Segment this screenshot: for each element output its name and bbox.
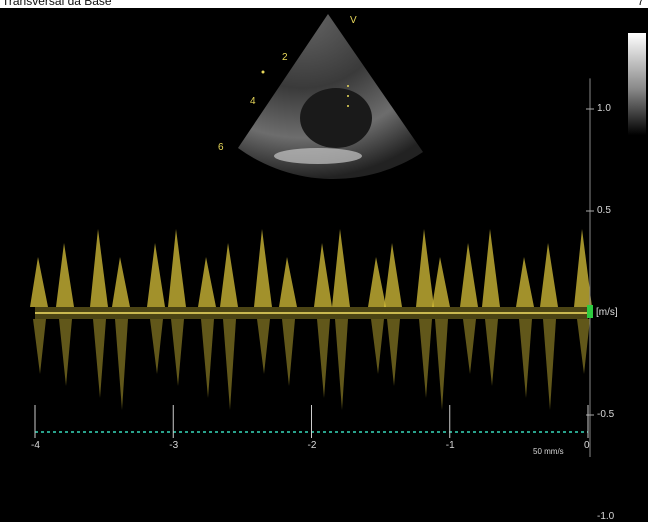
- spectral-trough: [201, 319, 214, 398]
- spectral-trough: [317, 319, 330, 398]
- doppler-spectrum: [30, 78, 594, 457]
- time-tick-label: 0: [584, 440, 590, 451]
- velocity-unit: [m/s]: [596, 307, 618, 318]
- spectral-peak: [30, 257, 48, 307]
- baseline-marker[interactable]: [587, 305, 593, 318]
- spectral-peak: [460, 243, 478, 307]
- spectral-peak: [574, 229, 592, 307]
- time-tick-label: -2: [307, 440, 317, 451]
- spectral-peak: [56, 243, 74, 307]
- spectral-peak: [314, 243, 332, 307]
- depth-dots: [261, 70, 349, 107]
- grayscale-bar: [628, 33, 646, 135]
- spectral-peak: [432, 257, 450, 307]
- spectral-peak: [198, 257, 216, 307]
- spectral-trough: [282, 319, 295, 386]
- depth-label-4: 4: [250, 96, 256, 107]
- time-tick-label: -1: [445, 440, 455, 451]
- velocity-tick-label: 0.5: [597, 205, 611, 216]
- spectral-trough: [93, 319, 106, 398]
- spectral-peak: [540, 243, 558, 307]
- spectral-trough: [543, 319, 556, 410]
- velocity-tick-label: 1.0: [597, 103, 611, 114]
- spectral-trough: [171, 319, 184, 386]
- spectral-trough: [435, 319, 448, 410]
- time-tick-label: -4: [31, 440, 40, 451]
- spectral-peak: [112, 257, 130, 307]
- spectral-trough: [371, 319, 384, 374]
- sweep-speed: 50 mm/s: [533, 447, 564, 456]
- spectral-peak: [368, 257, 386, 307]
- study-title: Transversal da Base: [2, 0, 112, 8]
- spectral-trough: [223, 319, 236, 410]
- spectral-peak: [147, 243, 165, 307]
- spectral-peak: [90, 229, 108, 307]
- spectral-peak: [168, 229, 186, 307]
- spectral-peak: [254, 229, 272, 307]
- velocity-tick-label: -1.0: [597, 511, 615, 522]
- spectral-peak: [416, 229, 434, 307]
- spectral-trough: [150, 319, 163, 374]
- time-tick-label: -3: [169, 440, 179, 451]
- spectral-trough: [485, 319, 498, 386]
- spectral-peak: [332, 229, 350, 307]
- header-bar: Transversal da Base 7: [0, 0, 648, 8]
- spectral-peak: [220, 243, 238, 307]
- header-index: 7: [637, 0, 644, 8]
- spectral-trough: [419, 319, 432, 398]
- view-marker: V: [350, 15, 357, 26]
- spectral-trough: [257, 319, 270, 374]
- spectral-trough: [463, 319, 476, 374]
- spectral-trough: [33, 319, 46, 374]
- spectral-trough: [519, 319, 532, 398]
- spectral-trough: [59, 319, 72, 386]
- spectral-trough: [577, 319, 590, 374]
- spectral-peak: [482, 229, 500, 307]
- heart-chamber: [300, 88, 372, 148]
- spectral-peak: [384, 243, 402, 307]
- spectral-peak: [516, 257, 534, 307]
- spectral-trough: [335, 319, 348, 410]
- spectral-trough: [115, 319, 128, 410]
- b-mode-sector: [238, 14, 423, 180]
- echo-wall: [274, 148, 362, 164]
- velocity-tick-label: -0.5: [597, 409, 615, 420]
- spectral-peak: [279, 257, 297, 307]
- spectral-trough: [387, 319, 400, 386]
- depth-label-6: 6: [218, 142, 224, 153]
- depth-label-2: 2: [282, 52, 288, 63]
